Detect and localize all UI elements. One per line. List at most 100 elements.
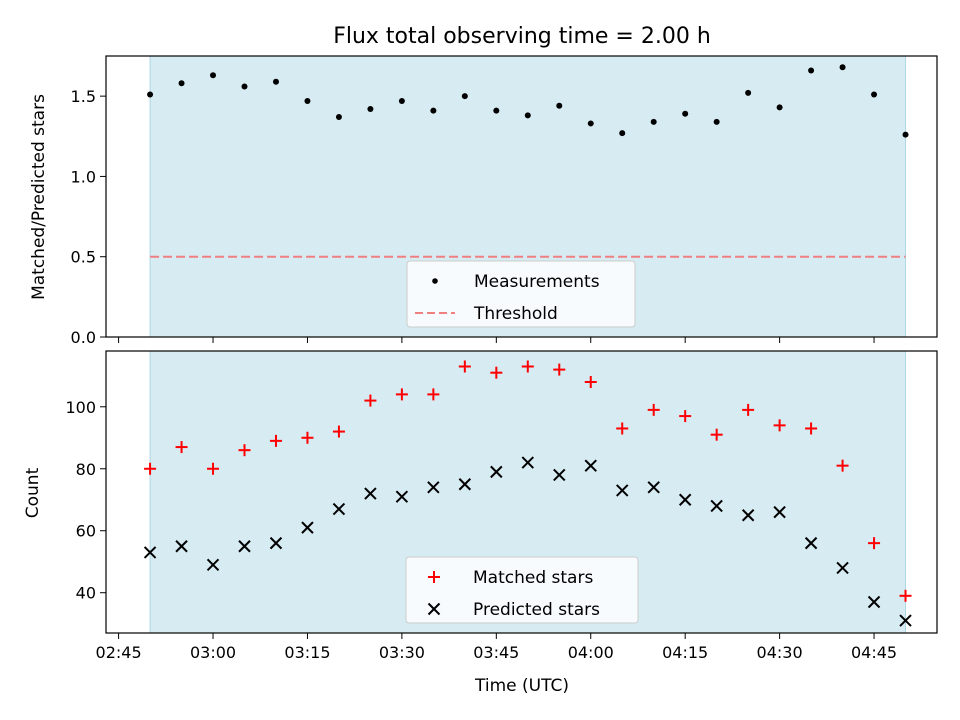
predicted-star-point [490, 465, 503, 479]
measurement-point [745, 89, 752, 96]
measurement-point [587, 120, 594, 127]
legend-label: Measurements [474, 272, 600, 292]
matched-star-point [490, 366, 503, 379]
predicted-star-point [206, 558, 220, 572]
legend-label: Predicted stars [473, 600, 600, 620]
predicted-star-point [175, 540, 188, 553]
predicted-star-stroke-b [584, 459, 597, 472]
matched-star-point [773, 419, 786, 432]
top-y-tick-label: 1.0 [71, 167, 96, 186]
measurement-point [461, 93, 468, 100]
matched-star-point [805, 422, 818, 435]
top-y-tick-label: 0.0 [71, 328, 96, 347]
predicted-star-point [867, 595, 881, 609]
bottom-panel: 40 60 80 100 02:45 03:00 03:15 03:30 03:45 04:00 0… [65, 350, 938, 662]
matched-star-point [647, 403, 660, 416]
predicted-star-stroke-b [867, 595, 881, 609]
predicted-star-point [710, 499, 723, 513]
predicted-star-stroke-b [521, 456, 535, 469]
predicted-star-stroke-b [836, 561, 849, 575]
measurement-point [367, 105, 374, 112]
top-y-axis-label: Matched/Predicted stars [29, 94, 49, 300]
bottom-axes-frame [105, 350, 938, 634]
predicted-star-stroke-b [804, 536, 818, 550]
predicted-star-point [301, 521, 314, 534]
bottom-legend: Matched stars Predicted stars [405, 556, 639, 624]
predicted-star-point [269, 536, 283, 550]
predicted-star-point [773, 505, 786, 519]
matched-star-point [742, 403, 755, 416]
matched-star-point [175, 441, 188, 454]
matched-star-point [364, 394, 377, 407]
predicted-star-point [364, 487, 377, 500]
matched-star-point [679, 410, 692, 423]
predicted-star-stroke-b [175, 540, 188, 553]
predicted-star-point [553, 468, 566, 482]
matched-star-point [899, 589, 912, 602]
predicted-star-stroke-b [206, 558, 220, 572]
measurement-point [493, 107, 500, 114]
measurement-point [713, 118, 720, 125]
x-tick-label: 04:45 [851, 643, 897, 662]
matched-star-point [710, 428, 723, 441]
matched-star-point [395, 388, 408, 401]
measurement-point [272, 78, 279, 85]
measurement-point [210, 72, 217, 79]
matched-star-point [144, 462, 157, 475]
legend-label: Threshold [473, 304, 558, 324]
predicted-star-stroke-b [710, 499, 723, 513]
bottom-legend-box [405, 556, 639, 624]
measurement-point [335, 114, 342, 121]
matched-star-point [427, 388, 440, 401]
predicted-star-point [332, 502, 346, 516]
matched-star-point [301, 431, 314, 444]
predicted-star-stroke-b [553, 468, 566, 482]
matched-star-point [332, 425, 345, 438]
x-tick-label: 03:30 [379, 643, 425, 662]
x-tick-label: 03:15 [284, 643, 330, 662]
predicted-star-point [458, 478, 472, 491]
bottom-y-tick-label: 40 [76, 584, 96, 603]
predicted-star-point [238, 540, 251, 553]
measurement-point [398, 97, 405, 104]
x-tick-label: 04:00 [568, 643, 614, 662]
measurement-point [430, 107, 437, 114]
predicted-star-point [584, 459, 597, 472]
predicted-star-point [647, 481, 660, 494]
top-legend: Measurements Threshold [406, 260, 636, 328]
predicted-star-stroke-b [269, 536, 283, 550]
measurement-point [776, 104, 783, 111]
predicted-star-stroke-b [364, 487, 377, 500]
predicted-star-point [395, 490, 409, 503]
top-legend-box [406, 260, 636, 328]
predicted-star-point [678, 493, 692, 506]
predicted-star-point [836, 561, 849, 575]
measurement-point [871, 91, 878, 98]
predicted-star-stroke-b [773, 505, 786, 519]
measurement-point [902, 131, 909, 138]
legend-dot-marker [432, 278, 438, 284]
predicted-star-stroke-b [301, 521, 314, 534]
predicted-star-point [427, 481, 440, 494]
measurement-point [147, 91, 154, 98]
measurement-point [808, 67, 815, 74]
predicted-star-point [521, 456, 535, 469]
predicted-star-point [741, 509, 755, 522]
matched-star-point [238, 444, 251, 457]
predicted-star-stroke-b [899, 614, 912, 627]
measurement-point [241, 83, 248, 90]
measurement-point [650, 118, 657, 125]
predicted-star-stroke-b [647, 481, 660, 494]
measurement-point [304, 97, 311, 104]
predicted-star-stroke-b [741, 509, 755, 522]
matched-star-point [868, 537, 881, 550]
x-tick-label: 03:45 [473, 643, 519, 662]
predicted-star-stroke-b [427, 481, 440, 494]
measurement-point [556, 102, 563, 109]
predicted-star-stroke-b [490, 465, 503, 479]
x-tick-label: 04:30 [757, 643, 803, 662]
chart-title: Flux total observing time = 2.00 h [333, 24, 711, 49]
predicted-star-point [804, 536, 818, 550]
measurement-point [839, 64, 846, 71]
